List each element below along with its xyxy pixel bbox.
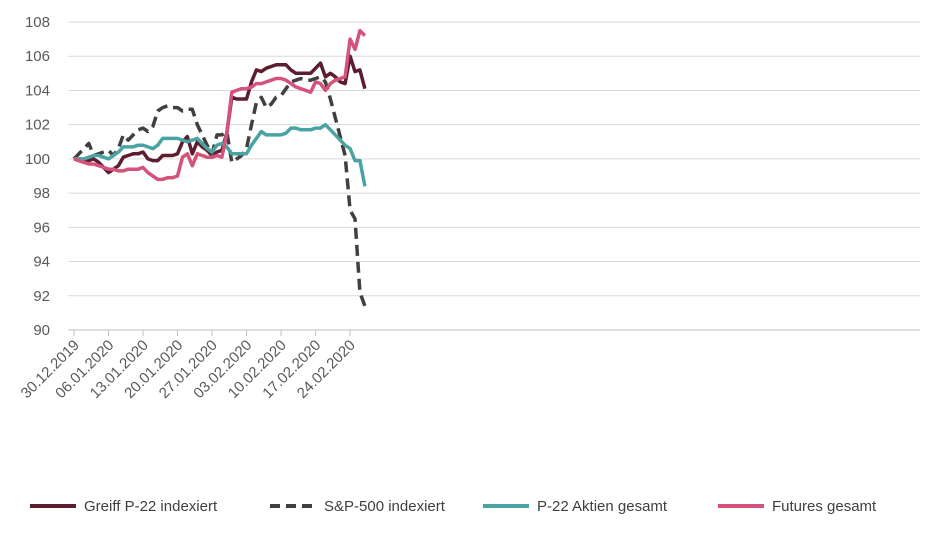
y-tick-label: 102 — [25, 117, 50, 134]
y-tick-label: 90 — [33, 322, 50, 339]
legend-label-0: Greiff P-22 indexiert — [84, 498, 218, 515]
y-tick-label: 94 — [33, 254, 50, 271]
y-tick-label: 108 — [25, 14, 50, 31]
legend: Greiff P-22 indexiert S&P-500 indexiert P-… — [30, 498, 877, 515]
legend-label-2: P-22 Aktien gesamt — [537, 498, 668, 515]
legend-label-1: S&P-500 indexiert — [324, 498, 446, 515]
y-tick-label: 100 — [25, 151, 50, 168]
y-axis-ticks: 90 92 94 96 98 100 102 104 106 108 — [25, 14, 50, 339]
series-line-2 — [74, 122, 367, 187]
y-tick-label: 98 — [33, 185, 50, 202]
series-lines — [72, 28, 367, 307]
x-axis-ticks: 30.12.201906.01.202013.01.202020.01.2020… — [18, 330, 359, 402]
legend-label-3: Futures gesamt — [772, 498, 877, 515]
series-line-0 — [73, 54, 367, 175]
y-tick-label: 104 — [25, 82, 50, 99]
y-tick-label: 96 — [33, 219, 50, 236]
series-line-3 — [73, 28, 367, 182]
series-line-1 — [72, 75, 367, 307]
y-tick-label: 92 — [33, 288, 50, 305]
y-tick-label: 106 — [25, 48, 50, 65]
